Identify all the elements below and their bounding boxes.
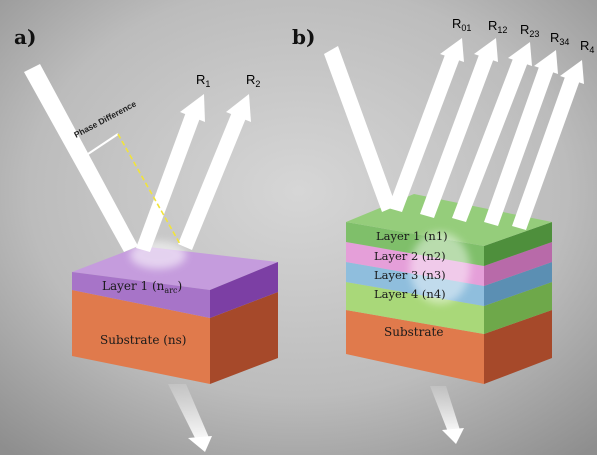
ray-label-r1: R1 — [196, 72, 210, 89]
reflected-beam-r34 — [484, 64, 554, 226]
ray-label-r34: R34 — [550, 30, 569, 47]
reflected-beam-r01 — [388, 52, 460, 212]
substrate-front-face — [72, 290, 210, 384]
ray-label-r01: R01 — [452, 16, 471, 33]
phase-marker-line — [87, 133, 119, 155]
arrowhead-r01 — [440, 38, 464, 62]
arrowhead-r4 — [560, 60, 584, 84]
arrowhead-r12 — [474, 38, 498, 62]
phase-difference-line — [117, 133, 181, 245]
substrate-block-a — [72, 290, 278, 384]
transmitted-beam-b — [430, 386, 460, 432]
ray-label-r4: R4 — [580, 38, 594, 55]
arrowhead-r1 — [180, 94, 205, 122]
reflected-beam-r12 — [420, 52, 494, 218]
layer3-side — [484, 262, 552, 306]
layer-arc-side — [210, 262, 278, 318]
incident-beam-b — [324, 46, 396, 212]
layer1-side — [484, 222, 552, 266]
transmitted-arrowhead-b — [442, 428, 464, 444]
layer-arc-front — [72, 272, 210, 318]
reflected-beam-r2 — [178, 112, 246, 250]
ray-label-r12: R12 — [488, 18, 507, 35]
substrate-label-b: Substrate — [384, 325, 443, 339]
layer2-side — [484, 242, 552, 286]
ray-label-r2: R2 — [246, 72, 260, 89]
incident-beam-a — [24, 64, 138, 252]
reflected-beam-r23 — [452, 56, 528, 222]
layer-arc-top — [72, 246, 278, 290]
arrowhead-r23 — [508, 42, 532, 66]
arrowhead-r34 — [534, 50, 558, 74]
transmitted-arrowhead-a — [188, 436, 212, 452]
layer4-front — [346, 282, 484, 334]
interface-glow-b — [410, 232, 470, 304]
substrate-front-face-b — [346, 310, 484, 384]
panel-b-label: b) — [292, 25, 315, 49]
layer2-label: Layer 2 (n2) — [374, 249, 446, 263]
substrate-side-face — [210, 292, 278, 384]
layer1-label: Layer 1 (n1) — [376, 229, 448, 243]
layer4-side — [484, 282, 552, 334]
layer4-label: Layer 4 (n4) — [374, 287, 446, 301]
layer3-label: Layer 3 (n3) — [374, 268, 446, 282]
ray-label-r23: R23 — [520, 22, 539, 39]
layer-arc-label: Layer 1 (narc) — [102, 279, 182, 295]
substrate-label-a: Substrate (ns) — [100, 333, 187, 347]
substrate-block-b — [346, 310, 552, 384]
panel-b: b) — [292, 16, 594, 444]
layer-arc-block — [72, 246, 278, 318]
panel-a-label: a) — [14, 25, 36, 49]
reflected-beam-r4 — [512, 74, 580, 230]
substrate-side-face-b — [484, 310, 552, 384]
reflected-beam-r1 — [136, 112, 200, 252]
transmitted-beam-a — [168, 384, 210, 440]
arrowhead-r2 — [226, 94, 251, 122]
